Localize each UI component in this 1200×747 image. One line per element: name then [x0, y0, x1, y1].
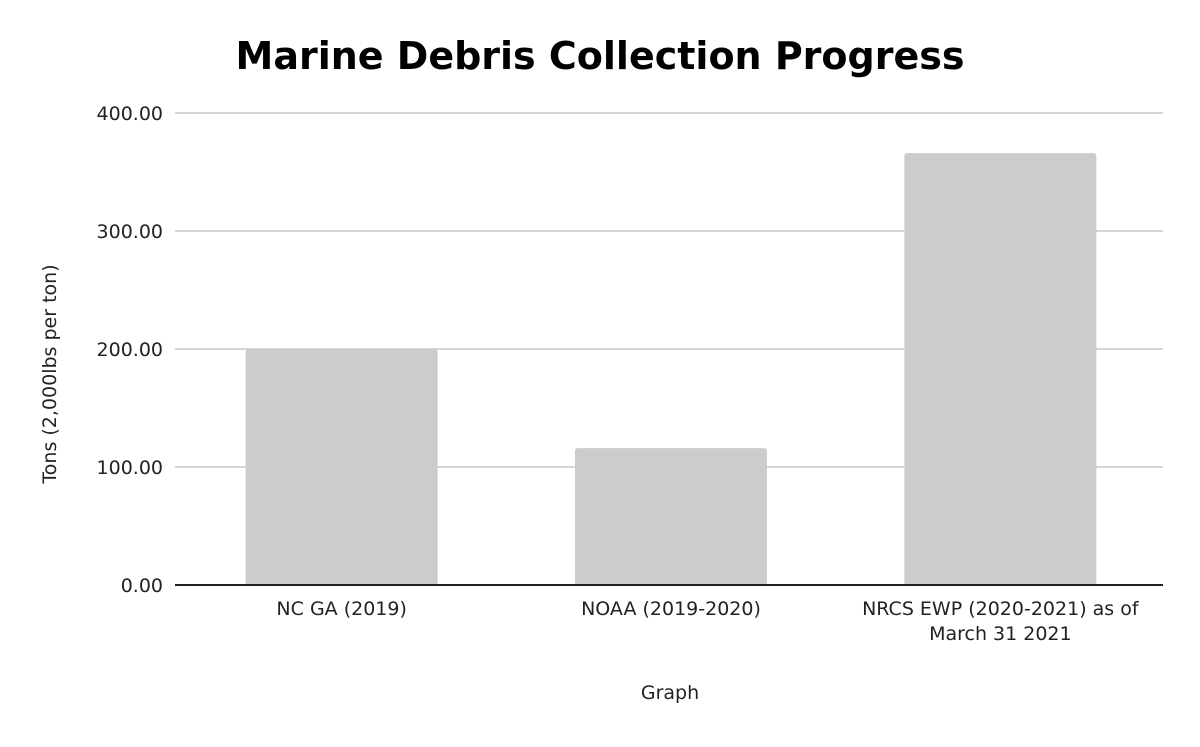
y-tick-label: 100.00 — [97, 457, 163, 479]
chart-title: Marine Debris Collection Progress — [236, 34, 965, 78]
y-tick-label: 200.00 — [97, 339, 163, 361]
y-tick-labels: 0.00 100.00 200.00 300.00 400.00 — [97, 103, 163, 597]
x-category-label: NOAA (2019-2020) — [581, 598, 761, 620]
y-axis-title: Tons (2,000lbs per ton) — [39, 264, 61, 484]
bar — [245, 349, 438, 585]
bar — [904, 153, 1097, 585]
y-tick-label: 300.00 — [97, 221, 163, 243]
x-category-label: NC GA (2019) — [276, 598, 406, 620]
y-tick-label: 0.00 — [121, 575, 163, 597]
x-category-label: NRCS EWP (2020-2021) as of March 31 2021 — [862, 598, 1140, 645]
x-axis-title: Graph — [641, 682, 699, 704]
y-tick-label: 400.00 — [97, 103, 163, 125]
x-category-labels: NC GA (2019) NOAA (2019-2020) NRCS EWP (20… — [276, 598, 1139, 645]
bars — [245, 153, 1097, 585]
bar — [575, 448, 767, 585]
